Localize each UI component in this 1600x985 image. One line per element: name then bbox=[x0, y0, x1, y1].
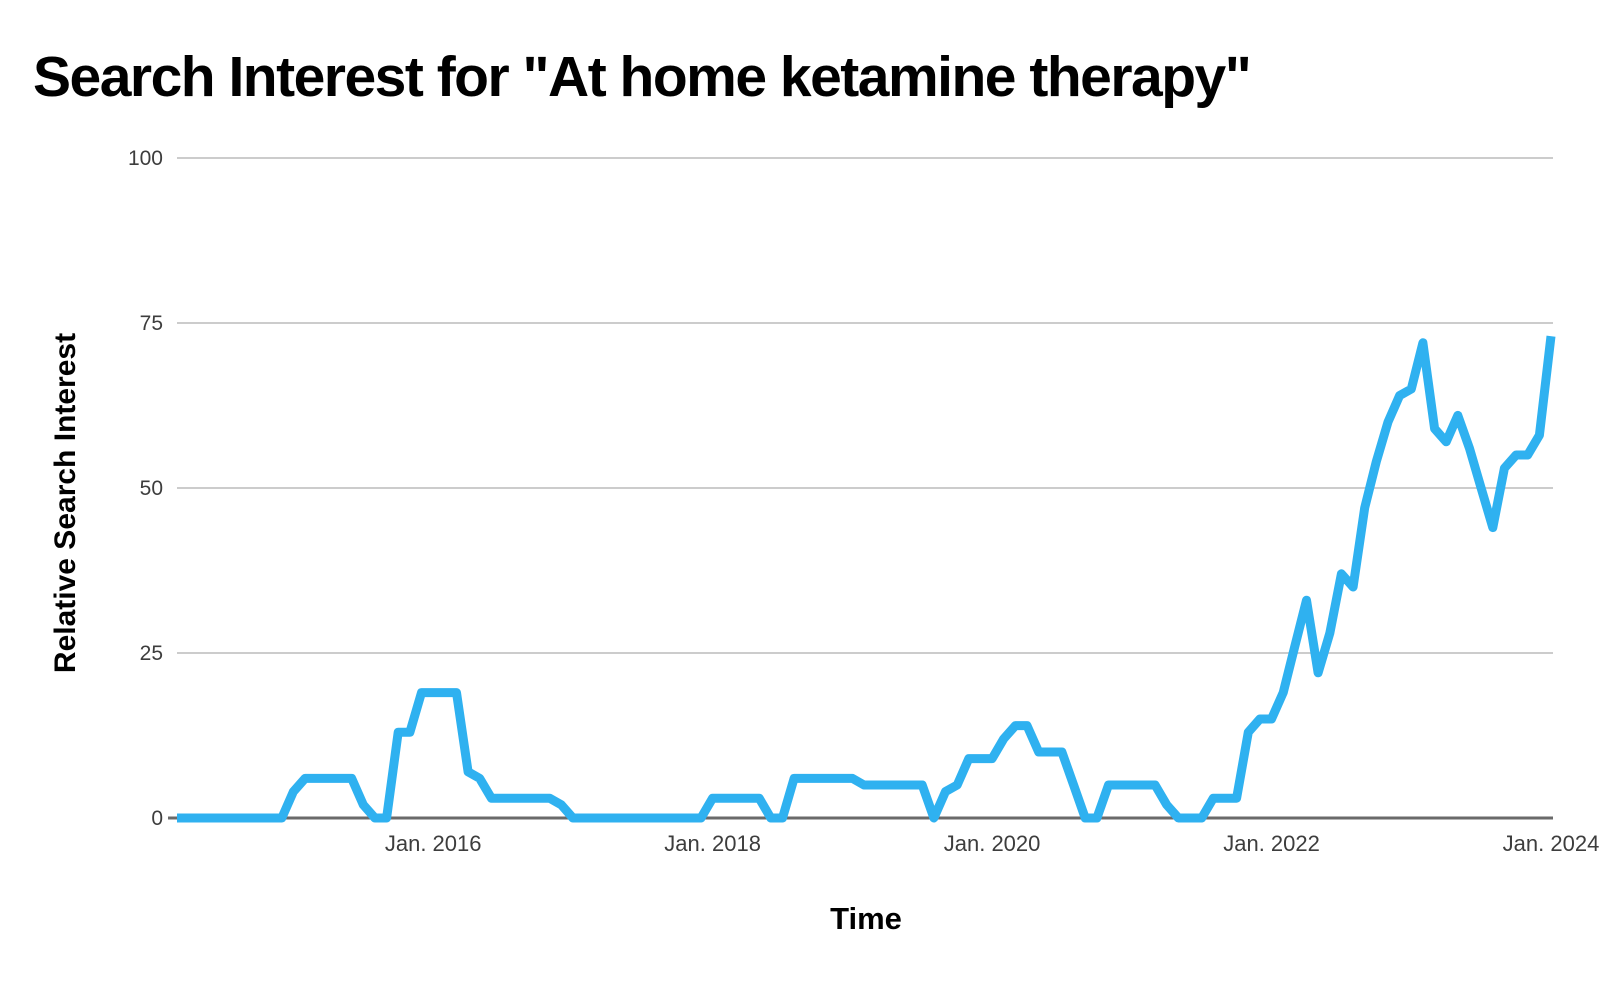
chart-title: Search Interest for "At home ketamine th… bbox=[33, 45, 1252, 109]
y-tick-label: 25 bbox=[140, 642, 163, 665]
trend-line bbox=[177, 335, 1556, 823]
y-tick-label: 75 bbox=[140, 312, 163, 335]
x-axis-title: Time bbox=[830, 901, 902, 936]
y-tick-label: 0 bbox=[151, 807, 163, 830]
y-tick-label: 50 bbox=[140, 477, 163, 500]
y-tick-label: 100 bbox=[128, 147, 163, 170]
x-tick-label: Jan. 2024 bbox=[1503, 831, 1600, 856]
x-tick-label: Jan. 2020 bbox=[944, 831, 1041, 856]
x-tick-label: Jan. 2022 bbox=[1223, 831, 1320, 856]
x-tick-label: Jan. 2018 bbox=[664, 831, 761, 856]
x-tick-label: Jan. 2016 bbox=[385, 831, 482, 856]
